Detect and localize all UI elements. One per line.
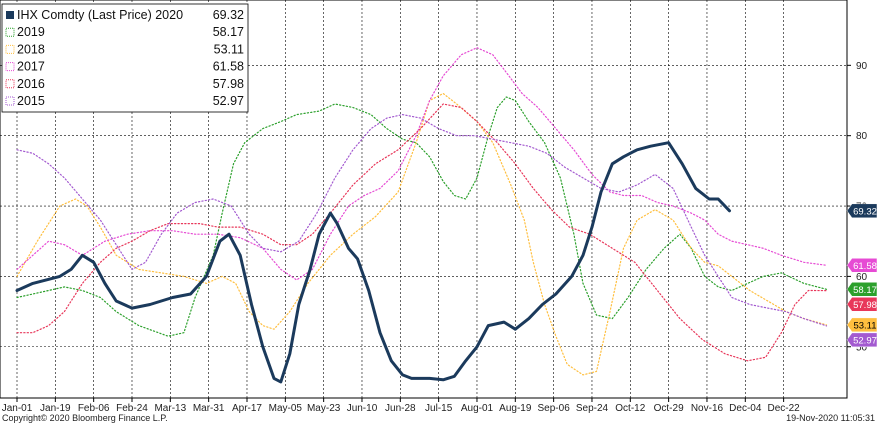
y-tick-label: 60 [856, 272, 868, 283]
value-badge-shape [846, 317, 877, 333]
value-badge-2018: 53.11 [846, 317, 877, 333]
copyright-text: Copyright© 2020 Bloomberg Finance L.P. [2, 413, 168, 423]
series-line-2016 [16, 103, 828, 362]
series-line-2017 [16, 47, 828, 281]
legend-value: 52.97 [213, 94, 244, 108]
value-badge-shape [846, 203, 877, 219]
legend-entry-2018: 2018 53.11 [5, 42, 244, 56]
value-badge-label: 58.17 [853, 285, 877, 296]
series-line-2015 [16, 114, 828, 327]
legend-label: 2017 [17, 60, 45, 74]
legend-label: 2015 [17, 94, 45, 108]
x-tick-label: May-23 [307, 403, 341, 414]
legend-swatch [5, 27, 15, 37]
legend-swatch [5, 79, 15, 89]
value-badge-shape [846, 282, 877, 297]
legend-value: 69.32 [213, 8, 244, 22]
x-axis: Jan-01 Jan-19 Feb-06 Feb-24 Mar-13 Mar-31 Apr-… [2, 398, 800, 414]
x-tick-label: Nov-16 [691, 403, 724, 414]
legend-label: 2019 [17, 25, 45, 39]
value-badge-label: 53.11 [853, 320, 876, 331]
value-badge-shape [846, 332, 877, 348]
x-tick-label: Jun-10 [347, 403, 378, 414]
legend-value: 53.11 [214, 42, 244, 56]
legend: IHX Comdty (Last Price) 2020 69.32 2019 58.… [1, 3, 249, 113]
value-badge-shape [846, 258, 877, 273]
legend-label: 2018 [17, 42, 45, 56]
timestamp-text: 19-Nov-2020 11:05:31 [786, 413, 875, 423]
legend-entry-2017: 2017 61.58 [5, 60, 244, 74]
y-tick-label: 90 [856, 61, 868, 72]
legend-entry-2015: 2015 52.97 [5, 94, 244, 108]
x-tick-label: May-05 [269, 403, 303, 414]
x-tick-label: Jan-01 [2, 403, 33, 414]
legend-label: 2016 [17, 77, 45, 91]
x-tick-label: Dec-04 [729, 403, 762, 414]
plot-frame [0, 0, 848, 399]
x-tick-label: Oct-12 [615, 403, 645, 414]
value-badge-label: 52.97 [853, 335, 877, 346]
value-badge-label: 57.98 [853, 300, 877, 311]
y-tick-label: 50 [856, 342, 868, 353]
legend-swatch [5, 96, 15, 106]
x-tick-label: Sep-06 [538, 403, 571, 414]
series-line-2018 [16, 92, 828, 376]
x-tick-label: Apr-17 [232, 403, 262, 414]
legend-value: 61.58 [213, 60, 244, 74]
last-value-badges: 69.32 61.58 58.17 57.98 53.11 52.97 [846, 203, 877, 348]
legend-value: 57.98 [213, 77, 244, 91]
series-line-2019 [16, 96, 828, 337]
x-tick-label: Jun-28 [385, 403, 416, 414]
x-tick-label: Feb-06 [78, 403, 110, 414]
legend-entry-2019: 2019 58.17 [5, 25, 244, 39]
value-badge-shape [846, 297, 877, 312]
legend-entry-2016: 2016 57.98 [5, 77, 244, 91]
legend-swatch [5, 44, 15, 54]
series-line-ihx-comdty-last-price-2020 [15, 141, 731, 384]
value-badge-ihx-comdty-last-price-2020: 69.32 [846, 203, 877, 219]
x-tick-label: Mar-13 [154, 403, 186, 414]
legend-label: IHX Comdty (Last Price) 2020 [17, 8, 183, 22]
value-badge-2015: 52.97 [846, 332, 877, 348]
legend-box [1, 3, 249, 113]
y-tick-label: 80 [856, 131, 868, 142]
x-tick-label: Aug-01 [461, 403, 494, 414]
grid [0, 0, 847, 398]
value-badge-2019: 58.17 [846, 282, 877, 297]
value-badge-label: 61.58 [853, 261, 877, 272]
x-tick-label: Sep-24 [576, 403, 609, 414]
series-layer [15, 47, 828, 384]
legend-swatch [6, 11, 14, 19]
x-tick-label: Jul-15 [425, 403, 453, 414]
value-badge-label: 69.32 [853, 206, 877, 217]
value-badge-2016: 57.98 [846, 297, 877, 312]
legend-value: 58.17 [213, 25, 244, 39]
x-tick-label: Jan-19 [40, 403, 71, 414]
x-tick-label: Mar-31 [193, 403, 225, 414]
x-tick-label: Aug-19 [499, 403, 532, 414]
value-badge-2017: 61.58 [846, 258, 877, 273]
legend-swatch [5, 62, 15, 72]
legend-entry-ihx-comdty-last-price-2020: IHX Comdty (Last Price) 2020 69.32 [6, 8, 244, 22]
x-tick-label: Oct-29 [654, 403, 684, 414]
x-tick-label: Dec-22 [768, 403, 801, 414]
x-tick-label: Feb-24 [116, 403, 148, 414]
